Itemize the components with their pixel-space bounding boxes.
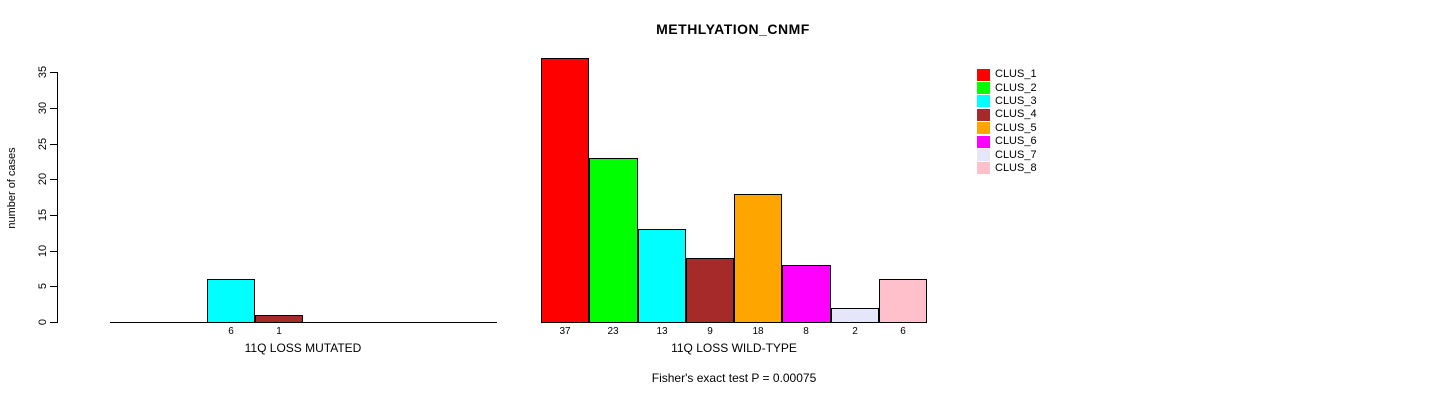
legend-swatch-icon bbox=[977, 122, 990, 135]
bar-clus_1 bbox=[541, 58, 589, 323]
bar-clus_4 bbox=[686, 258, 734, 323]
legend-label: CLUS_2 bbox=[995, 81, 1037, 94]
legend-swatch-icon bbox=[977, 108, 990, 121]
legend-label: CLUS_8 bbox=[995, 161, 1037, 174]
y-tick-label: 30 bbox=[37, 101, 49, 115]
y-tick-mark bbox=[50, 251, 57, 252]
legend-row: CLUS_3 bbox=[977, 95, 1037, 108]
legend-swatch-icon bbox=[977, 149, 990, 162]
y-tick-mark bbox=[50, 179, 57, 180]
bar-clus_7 bbox=[831, 308, 879, 323]
y-tick-label: 0 bbox=[37, 318, 49, 326]
annotation-text: Fisher's exact test P = 0.00075 bbox=[651, 371, 817, 385]
y-tick-label: 5 bbox=[37, 282, 49, 290]
y-axis-label: number of cases bbox=[6, 147, 18, 229]
bar-clus_3 bbox=[207, 279, 255, 323]
bar-value-label: 9 bbox=[707, 326, 713, 337]
legend-label: CLUS_6 bbox=[995, 135, 1037, 148]
y-tick-mark bbox=[50, 286, 57, 287]
legend-swatch-icon bbox=[977, 162, 990, 175]
legend-row: CLUS_7 bbox=[977, 148, 1037, 162]
legend-swatch-icon bbox=[977, 135, 990, 148]
bar-value-label: 37 bbox=[559, 326, 571, 337]
y-tick-mark bbox=[50, 322, 57, 323]
legend-row: CLUS_1 bbox=[977, 68, 1037, 81]
legend-swatch-icon bbox=[977, 68, 990, 81]
bar-clus_4 bbox=[255, 315, 303, 323]
x-baseline-mutated bbox=[110, 322, 497, 323]
y-tick-label: 25 bbox=[37, 137, 49, 151]
bar-clus_3 bbox=[638, 229, 686, 323]
y-tick-label: 35 bbox=[37, 65, 49, 79]
bar-value-label: 1 bbox=[276, 326, 282, 337]
legend-swatch-icon bbox=[977, 82, 990, 95]
legend-label: CLUS_3 bbox=[995, 94, 1037, 107]
legend-row: CLUS_6 bbox=[977, 135, 1037, 148]
y-tick-mark bbox=[50, 72, 57, 73]
legend-row: CLUS_2 bbox=[977, 81, 1037, 95]
chart-title: METHLYATION_CNMF bbox=[656, 21, 810, 37]
legend-label: CLUS_1 bbox=[995, 68, 1037, 81]
y-tick-label: 20 bbox=[37, 172, 49, 186]
y-tick-label: 10 bbox=[37, 244, 49, 258]
group-label-wildtype: 11Q LOSS WILD-TYPE bbox=[671, 341, 797, 355]
bar-value-label: 23 bbox=[607, 326, 619, 337]
bar-value-label: 6 bbox=[228, 326, 234, 337]
legend-label: CLUS_5 bbox=[995, 121, 1037, 134]
group-label-mutated: 11Q LOSS MUTATED bbox=[244, 341, 362, 355]
legend-row: CLUS_8 bbox=[977, 162, 1037, 175]
legend-swatch-icon bbox=[977, 95, 990, 108]
legend: CLUS_1 CLUS_2 CLUS_3 CLUS_4 CLUS_5 CLUS_6 CLUS… bbox=[977, 68, 1037, 175]
y-tick-mark bbox=[50, 108, 57, 109]
bar-clus_2 bbox=[589, 158, 638, 323]
bar-value-label: 18 bbox=[752, 326, 764, 337]
legend-label: CLUS_4 bbox=[995, 108, 1037, 121]
y-tick-label: 15 bbox=[37, 208, 49, 222]
bar-clus_5 bbox=[734, 194, 782, 323]
legend-row: CLUS_5 bbox=[977, 122, 1037, 135]
bar-value-label: 8 bbox=[803, 326, 809, 337]
bar-clus_8 bbox=[879, 279, 927, 323]
legend-row: CLUS_4 bbox=[977, 108, 1037, 121]
bar-value-label: 13 bbox=[656, 326, 668, 337]
bar-clus_6 bbox=[782, 265, 831, 323]
bar-value-label: 6 bbox=[900, 326, 906, 337]
y-axis-line bbox=[57, 72, 58, 323]
bar-value-label: 2 bbox=[852, 326, 858, 337]
legend-label: CLUS_7 bbox=[995, 148, 1037, 161]
y-tick-mark bbox=[50, 215, 57, 216]
y-tick-mark bbox=[50, 144, 57, 145]
